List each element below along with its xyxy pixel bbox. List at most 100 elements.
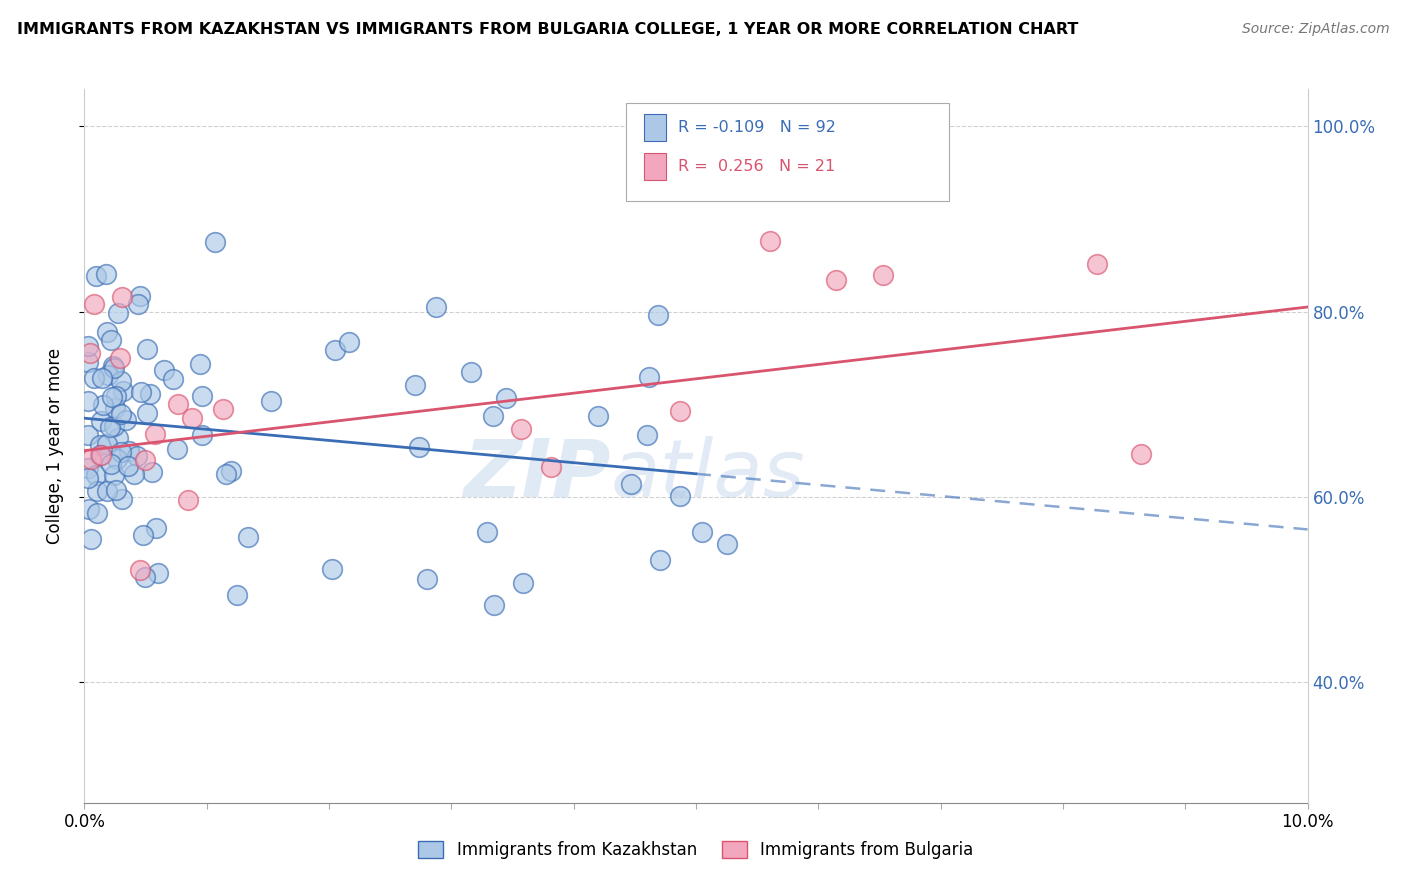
Point [872, 268, 894, 283]
Point [647, 308, 669, 322]
Point [118, 443, 141, 458]
Point [105, 389, 128, 403]
Point [637, 369, 659, 384]
Point [128, 563, 150, 577]
Point [134, 453, 156, 467]
Point [103, 467, 125, 482]
Point [77, 394, 100, 409]
Point [79, 345, 101, 359]
Point [83, 371, 105, 385]
Point [91, 398, 114, 412]
Point [127, 297, 149, 311]
Point [188, 357, 211, 371]
Point [90, 448, 112, 462]
Text: R =  0.256   N = 21: R = 0.256 N = 21 [678, 160, 835, 174]
Point [135, 406, 157, 420]
Point [669, 404, 692, 418]
Text: IMMIGRANTS FROM KAZAKHSTAN VS IMMIGRANTS FROM BULGARIA COLLEGE, 1 YEAR OR MORE C: IMMIGRANTS FROM KAZAKHSTAN VS IMMIGRANTS… [17, 22, 1078, 37]
Point [177, 493, 200, 508]
Point [219, 464, 242, 478]
Point [153, 362, 176, 376]
Point [100, 420, 122, 434]
Point [100, 457, 122, 471]
Point [148, 566, 170, 581]
Point [425, 300, 447, 314]
Point [86, 506, 108, 520]
Point [191, 428, 214, 442]
Point [107, 431, 129, 445]
Point [96, 483, 118, 498]
Point [110, 351, 132, 366]
Point [484, 598, 506, 612]
Legend: Immigrants from Kazakhstan, Immigrants from Bulgaria: Immigrants from Kazakhstan, Immigrants f… [412, 834, 980, 866]
Point [648, 553, 671, 567]
Point [111, 491, 134, 506]
Point [96, 437, 118, 451]
Point [97, 368, 120, 382]
Point [107, 306, 129, 320]
Text: Source: ZipAtlas.com: Source: ZipAtlas.com [1241, 22, 1389, 37]
Point [636, 428, 658, 442]
Point [215, 467, 238, 481]
Point [690, 525, 713, 540]
Point [475, 525, 498, 540]
Point [125, 449, 148, 463]
Point [415, 572, 437, 586]
Point [77, 355, 100, 369]
Point [620, 477, 643, 491]
Point [404, 378, 426, 392]
Point [100, 333, 122, 347]
Point [190, 389, 212, 403]
Point [134, 569, 156, 583]
Point [668, 489, 690, 503]
Point [166, 442, 188, 457]
Point [139, 387, 162, 401]
Point [143, 427, 166, 442]
Point [136, 343, 159, 357]
Point [540, 460, 562, 475]
Point [115, 413, 138, 427]
Point [509, 422, 531, 436]
Point [321, 562, 343, 576]
Point [586, 409, 609, 424]
Point [495, 392, 517, 406]
Point [84, 468, 107, 483]
Point [101, 359, 124, 373]
Point [323, 343, 346, 357]
Point [260, 393, 283, 408]
Point [1085, 257, 1108, 271]
Point [90, 414, 112, 428]
Point [225, 588, 247, 602]
Point [77, 501, 100, 516]
Point [337, 334, 360, 349]
Point [825, 273, 848, 287]
Point [83, 297, 105, 311]
Point [460, 365, 482, 379]
Point [117, 459, 139, 474]
Point [110, 407, 132, 421]
Y-axis label: College, 1 year or more: College, 1 year or more [45, 348, 63, 544]
Point [105, 452, 128, 467]
Text: R = -0.109   N = 92: R = -0.109 N = 92 [678, 120, 835, 135]
Point [167, 397, 190, 411]
Point [122, 467, 145, 482]
Text: ZIP: ZIP [463, 435, 610, 514]
Point [77, 471, 100, 485]
Point [104, 401, 127, 415]
Point [180, 410, 202, 425]
Point [512, 576, 534, 591]
Point [80, 532, 103, 546]
Point [238, 530, 260, 544]
Point [91, 371, 114, 385]
Point [716, 537, 738, 551]
Point [103, 360, 125, 375]
Point [94, 268, 117, 282]
Point [204, 235, 226, 249]
Point [110, 374, 132, 388]
Point [104, 483, 127, 497]
Point [1130, 447, 1153, 461]
Point [84, 268, 107, 283]
Point [759, 235, 782, 249]
Point [103, 418, 125, 433]
Point [77, 339, 100, 353]
